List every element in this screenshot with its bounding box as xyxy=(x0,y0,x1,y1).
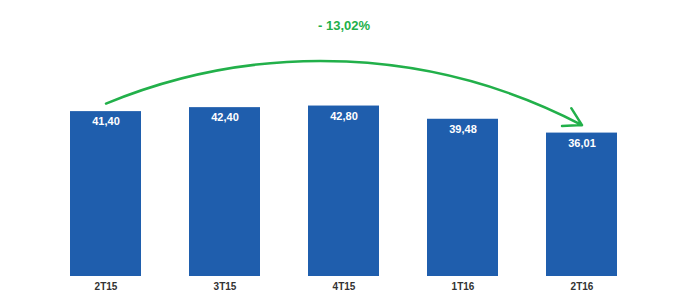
svg-text:4T15: 4T15 xyxy=(333,281,356,292)
svg-text:42,40: 42,40 xyxy=(211,111,239,123)
svg-text:36,01: 36,01 xyxy=(568,137,596,149)
svg-text:2T16: 2T16 xyxy=(571,281,594,292)
svg-text:41,40: 41,40 xyxy=(92,115,120,127)
svg-text:2T15: 2T15 xyxy=(95,281,118,292)
svg-text:39,48: 39,48 xyxy=(449,123,477,135)
svg-text:3T15: 3T15 xyxy=(214,281,237,292)
svg-text:1T16: 1T16 xyxy=(452,281,475,292)
svg-text:- 13,02%: - 13,02% xyxy=(318,18,370,33)
svg-text:42,80: 42,80 xyxy=(330,110,358,122)
